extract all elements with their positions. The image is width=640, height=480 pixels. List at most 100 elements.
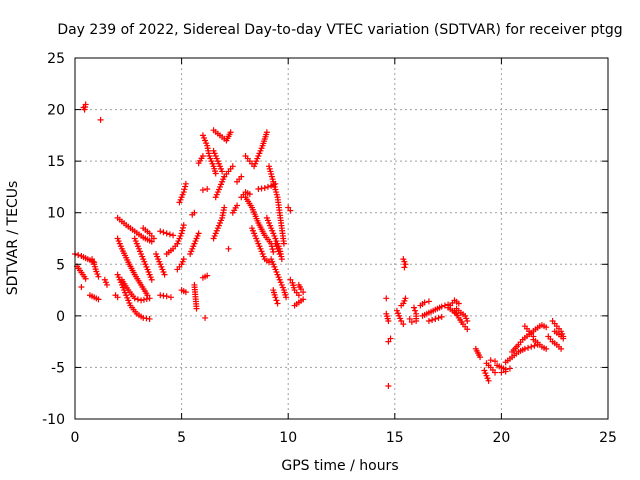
data-point xyxy=(179,227,186,234)
data-point xyxy=(531,342,538,349)
data-point xyxy=(402,295,409,302)
data-point xyxy=(421,299,428,306)
y-tick-label: -10 xyxy=(42,412,65,428)
data-point xyxy=(182,289,189,296)
data-point xyxy=(521,345,528,352)
data-point xyxy=(400,321,407,328)
data-point xyxy=(114,294,121,301)
data-point xyxy=(274,300,281,307)
data-point xyxy=(492,358,499,365)
data-point xyxy=(300,289,307,296)
data-point xyxy=(227,129,234,136)
plot-frame xyxy=(74,57,609,420)
axis-ticks: 0 5 10 15 20 25 -10 -5 0 5 10 15 20 25 xyxy=(42,51,617,446)
data-point xyxy=(180,222,187,229)
data-point xyxy=(425,298,432,305)
x-tick-label: 10 xyxy=(279,430,297,446)
y-tick-label: -5 xyxy=(51,360,65,376)
data-point xyxy=(221,204,228,211)
data-point xyxy=(406,315,413,322)
data-point xyxy=(272,294,279,301)
data-point xyxy=(383,295,390,302)
data-point xyxy=(528,343,535,350)
data-point xyxy=(398,318,405,325)
data-point xyxy=(134,296,141,303)
data-point xyxy=(387,335,394,342)
data-point xyxy=(157,228,164,235)
y-axis-label: SDTVAR / TECUs xyxy=(5,181,21,296)
data-point xyxy=(143,296,150,303)
data-point xyxy=(300,296,307,303)
data-point xyxy=(131,295,138,302)
data-point xyxy=(297,286,304,293)
data-point xyxy=(401,264,408,271)
data-point xyxy=(276,250,283,257)
data-point xyxy=(385,338,392,345)
x-tick-label: 20 xyxy=(492,430,510,446)
y-tick-label: 15 xyxy=(47,154,65,170)
data-point xyxy=(464,326,471,333)
data-point xyxy=(438,313,445,320)
data-point xyxy=(180,256,187,263)
data-point xyxy=(278,256,285,263)
data-point xyxy=(408,319,415,326)
data-point xyxy=(180,189,187,196)
data-point xyxy=(204,272,211,279)
data-point xyxy=(204,185,211,192)
data-point xyxy=(506,365,513,372)
y-tick-label: 25 xyxy=(47,51,65,67)
data-point xyxy=(429,316,436,323)
y-tick-label: 0 xyxy=(56,309,65,325)
data-point xyxy=(191,209,198,216)
data-point xyxy=(261,184,268,191)
data-point xyxy=(182,183,189,190)
data-point xyxy=(148,276,155,283)
data-point xyxy=(464,318,471,325)
data-point xyxy=(413,318,420,325)
data-point xyxy=(163,293,170,300)
data-point xyxy=(95,296,102,303)
y-tick-label: 20 xyxy=(47,103,65,119)
data-point xyxy=(502,368,509,375)
data-point xyxy=(560,335,567,342)
data-point xyxy=(229,163,236,170)
data-point xyxy=(295,292,302,299)
data-point xyxy=(238,173,245,180)
data-point xyxy=(78,283,85,290)
grid-lines xyxy=(75,58,608,419)
data-point xyxy=(425,318,432,325)
data-point xyxy=(103,281,110,288)
data-point xyxy=(202,314,209,321)
data-point xyxy=(543,345,550,352)
data-point xyxy=(410,304,417,311)
data-point xyxy=(150,235,157,242)
data-point xyxy=(160,229,167,236)
data-point xyxy=(140,296,147,303)
data-point xyxy=(402,261,409,268)
data-point xyxy=(287,276,294,283)
data-point xyxy=(148,238,155,245)
data-point xyxy=(219,168,226,175)
chart-title: Day 239 of 2022, Sidereal Day-to-day VTE… xyxy=(57,22,622,38)
x-tick-label: 5 xyxy=(177,430,186,446)
data-point xyxy=(273,297,280,304)
data-point xyxy=(181,186,188,193)
data-point xyxy=(144,292,151,299)
data-point xyxy=(455,300,462,307)
x-axis-label: GPS time / hours xyxy=(281,458,398,474)
x-tick-label: 25 xyxy=(599,430,617,446)
data-point xyxy=(287,207,294,214)
x-tick-label: 15 xyxy=(386,430,404,446)
data-point xyxy=(498,369,505,376)
data-point xyxy=(163,230,170,237)
data-point xyxy=(97,116,104,123)
data-point xyxy=(182,180,189,187)
data-point xyxy=(234,202,241,209)
data-point xyxy=(432,315,439,322)
data-point xyxy=(263,129,270,136)
data-point xyxy=(167,294,174,301)
data-point xyxy=(199,152,206,159)
data-point xyxy=(385,318,392,325)
data-point xyxy=(180,224,187,231)
